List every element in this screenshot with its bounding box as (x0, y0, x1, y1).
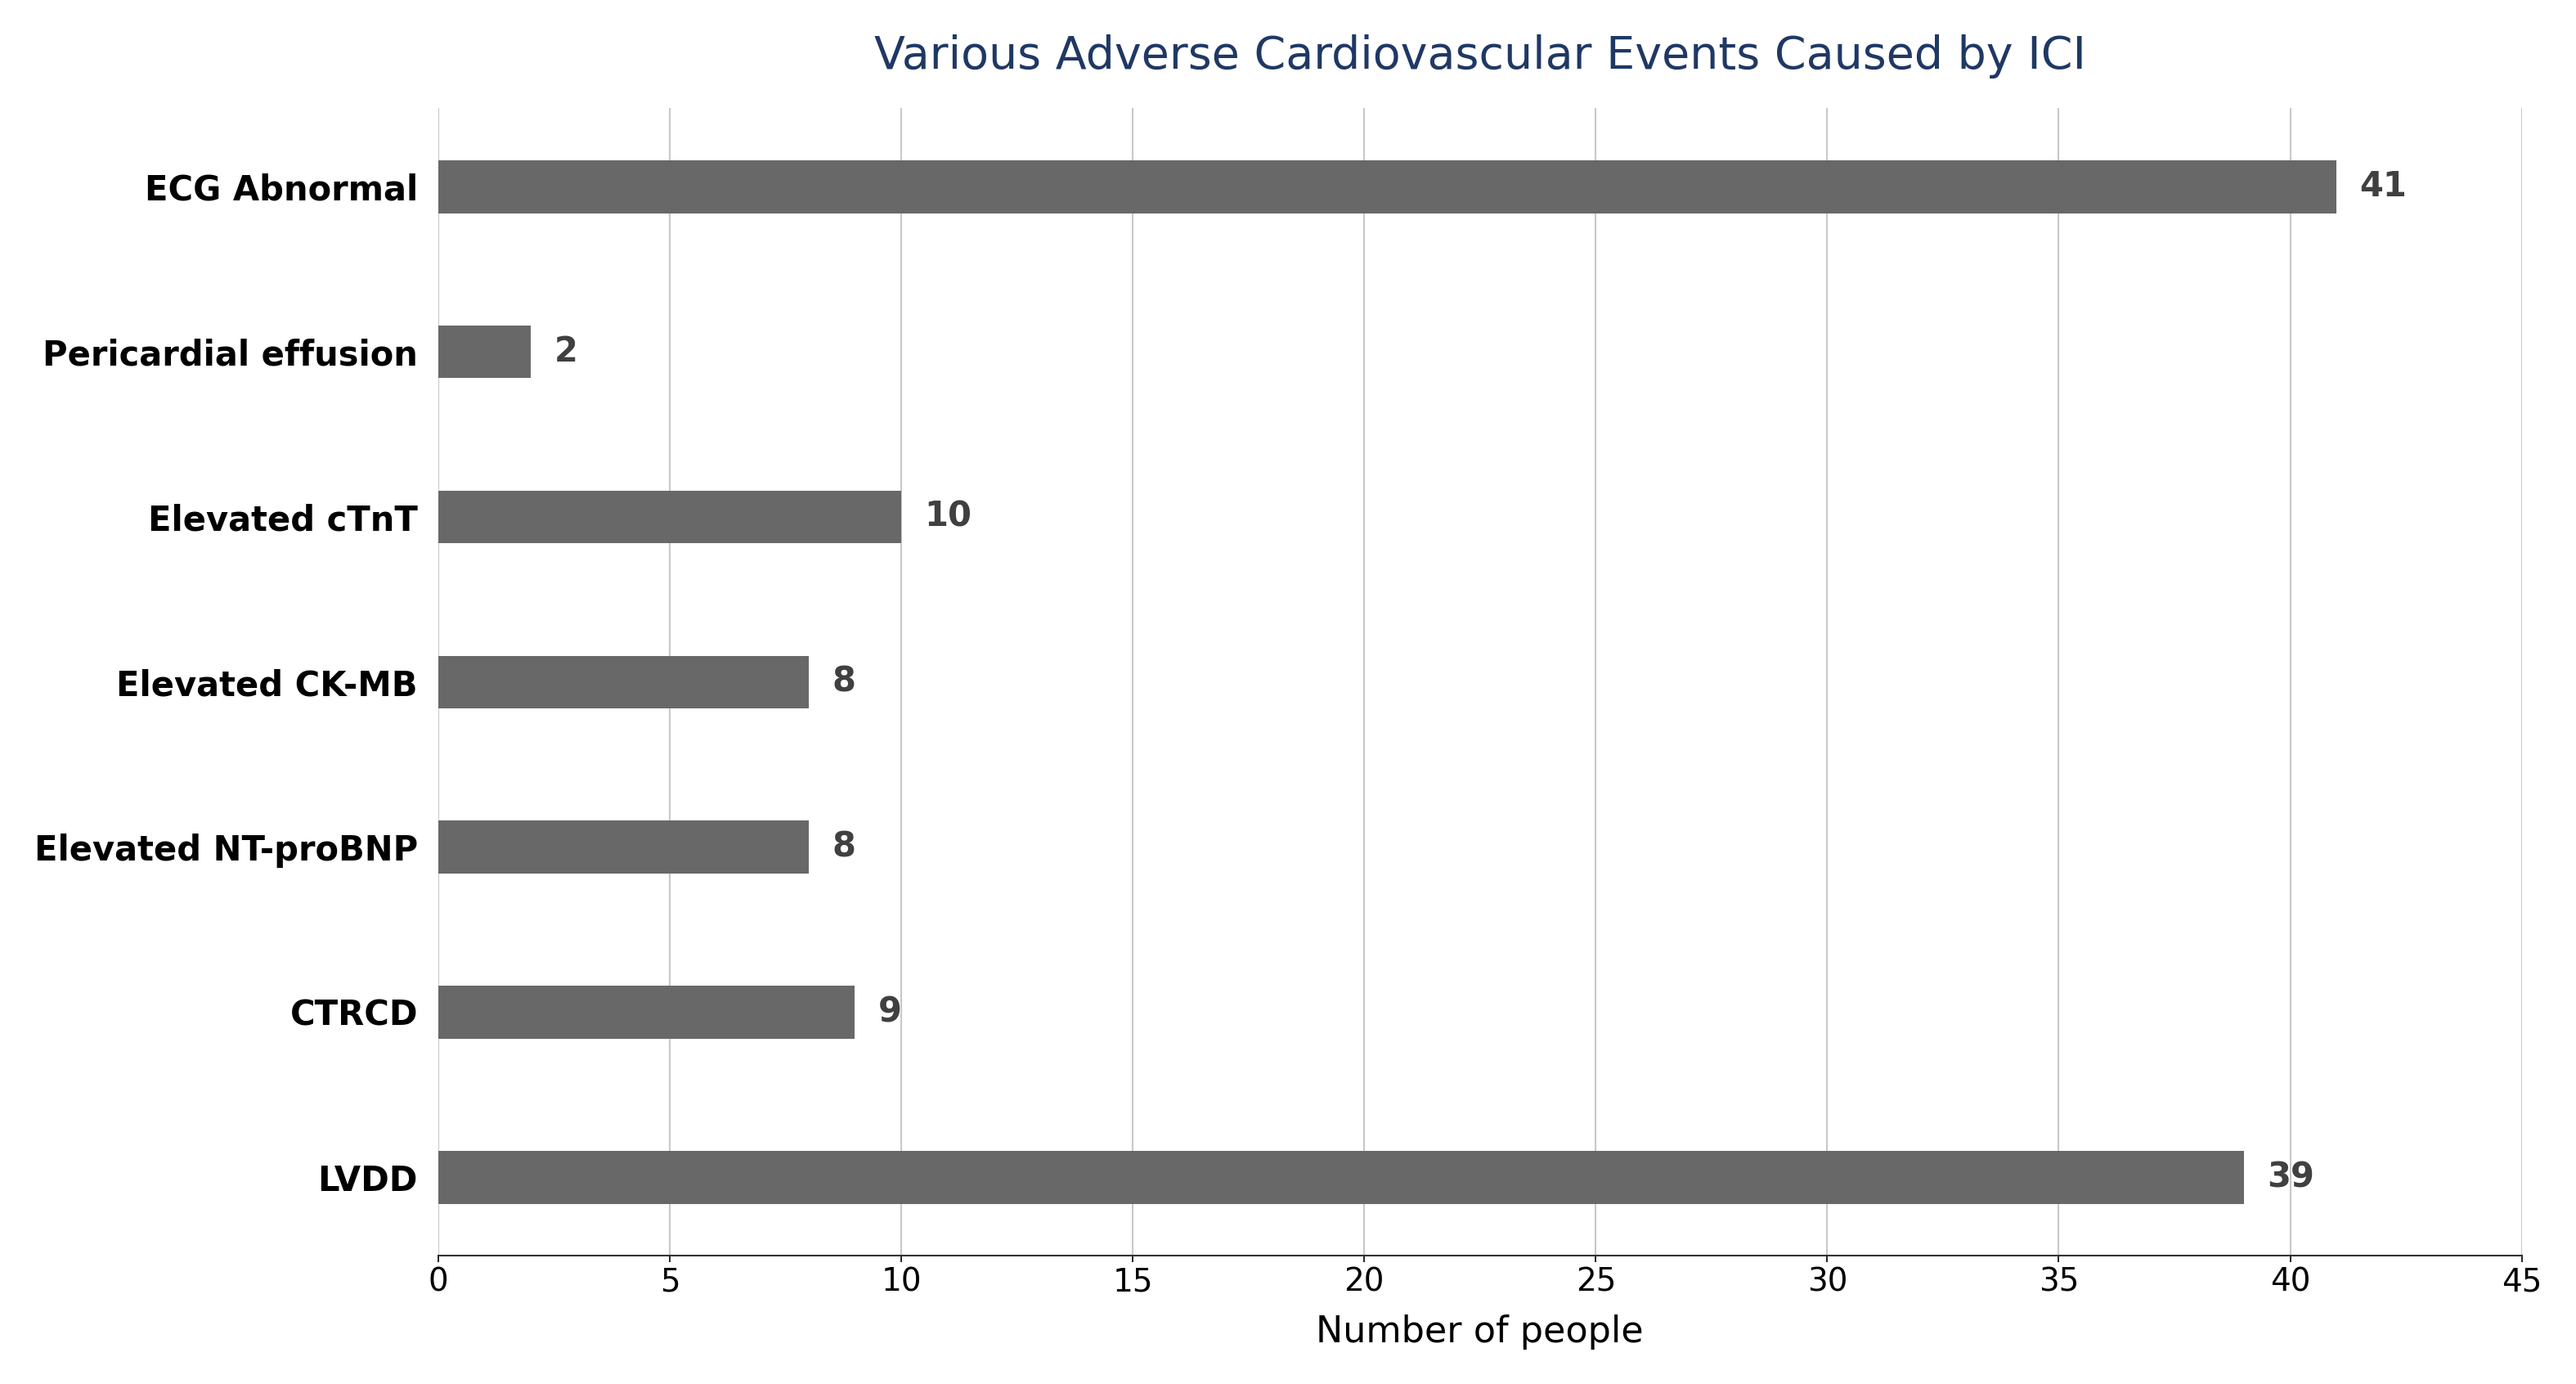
X-axis label: Number of people: Number of people (1316, 1315, 1643, 1349)
Text: 41: 41 (2360, 170, 2406, 203)
Bar (438, 1151, 2244, 1204)
Bar (438, 325, 531, 378)
Text: 10: 10 (925, 500, 971, 534)
Title: Various Adverse Cardiovascular Events Caused by ICI: Various Adverse Cardiovascular Events Ca… (873, 35, 2087, 79)
Bar (438, 161, 2336, 213)
Bar (438, 821, 809, 873)
Bar (438, 656, 809, 709)
Bar (438, 490, 902, 544)
Text: 8: 8 (832, 830, 855, 864)
Text: 8: 8 (832, 664, 855, 699)
Text: 2: 2 (554, 335, 577, 370)
Bar (438, 985, 855, 1038)
Text: 9: 9 (878, 995, 902, 1030)
Text: 39: 39 (2267, 1160, 2313, 1194)
